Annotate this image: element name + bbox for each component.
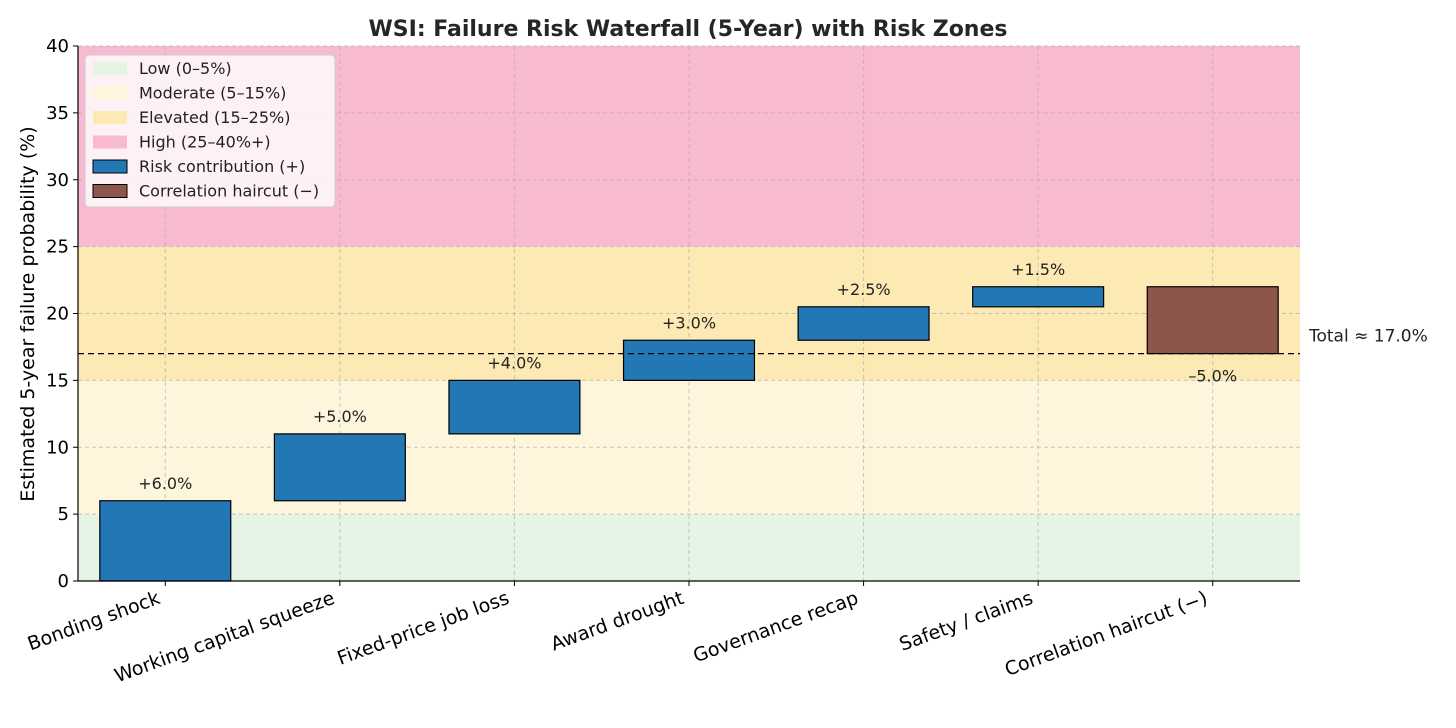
legend-swatch bbox=[92, 159, 128, 174]
bar-data-label: +2.5% bbox=[837, 280, 891, 299]
bar-positive bbox=[448, 379, 581, 435]
bar-positive bbox=[797, 306, 930, 341]
legend-box bbox=[84, 54, 336, 208]
bar-data-label: +3.0% bbox=[662, 313, 716, 332]
total-label: Total ≈ 17.0% bbox=[1308, 327, 1428, 347]
legend-swatch bbox=[93, 62, 127, 75]
legend-label: Low (0–5%) bbox=[139, 59, 232, 78]
y-tick-label: 5 bbox=[58, 504, 69, 525]
y-tick-label: 30 bbox=[46, 170, 69, 191]
bar-positive bbox=[622, 339, 756, 381]
bar-positive bbox=[972, 286, 1105, 308]
bar-data-label: +1.5% bbox=[1011, 260, 1065, 279]
bar-positive bbox=[273, 433, 406, 502]
y-tick-label: 20 bbox=[46, 304, 69, 325]
y-tick-label: 25 bbox=[46, 237, 69, 258]
y-tick-label: 40 bbox=[46, 36, 69, 57]
x-tick-label: Fixed-price job loss bbox=[334, 587, 512, 670]
x-tick-label: Governance recap bbox=[690, 587, 861, 667]
legend-swatch bbox=[93, 111, 127, 124]
y-tick-label: 15 bbox=[46, 370, 69, 391]
y-tick-label: 10 bbox=[46, 437, 69, 458]
legend-label: Moderate (5–15%) bbox=[139, 84, 286, 103]
bar-data-label: –5.0% bbox=[1188, 367, 1237, 386]
bar-positive bbox=[99, 500, 232, 582]
bar-data-label: +6.0% bbox=[138, 474, 192, 493]
legend-swatch bbox=[93, 135, 127, 149]
chart-title: WSI: Failure Risk Waterfall (5-Year) wit… bbox=[369, 17, 1008, 42]
y-tick-label: 35 bbox=[46, 103, 69, 124]
y-axis-label: Estimated 5-year failure probability (%) bbox=[17, 126, 39, 501]
x-tick-label: Bonding shock bbox=[25, 587, 163, 655]
legend-label: Risk contribution (+) bbox=[139, 157, 305, 176]
x-tick-label: Safety / claims bbox=[896, 587, 1035, 656]
legend-label: High (25–40%+) bbox=[139, 133, 271, 152]
legend-swatch bbox=[92, 184, 128, 198]
bar-negative bbox=[1146, 286, 1279, 355]
y-tick-label: 0 bbox=[58, 571, 69, 592]
legend-label: Elevated (15–25%) bbox=[139, 108, 290, 127]
bar-data-label: +4.0% bbox=[487, 353, 541, 372]
bar-data-label: +5.0% bbox=[313, 407, 367, 426]
legend-label: Correlation haircut (−) bbox=[139, 182, 319, 201]
legend-swatch bbox=[93, 86, 127, 100]
x-tick-label: Award drought bbox=[548, 587, 687, 655]
